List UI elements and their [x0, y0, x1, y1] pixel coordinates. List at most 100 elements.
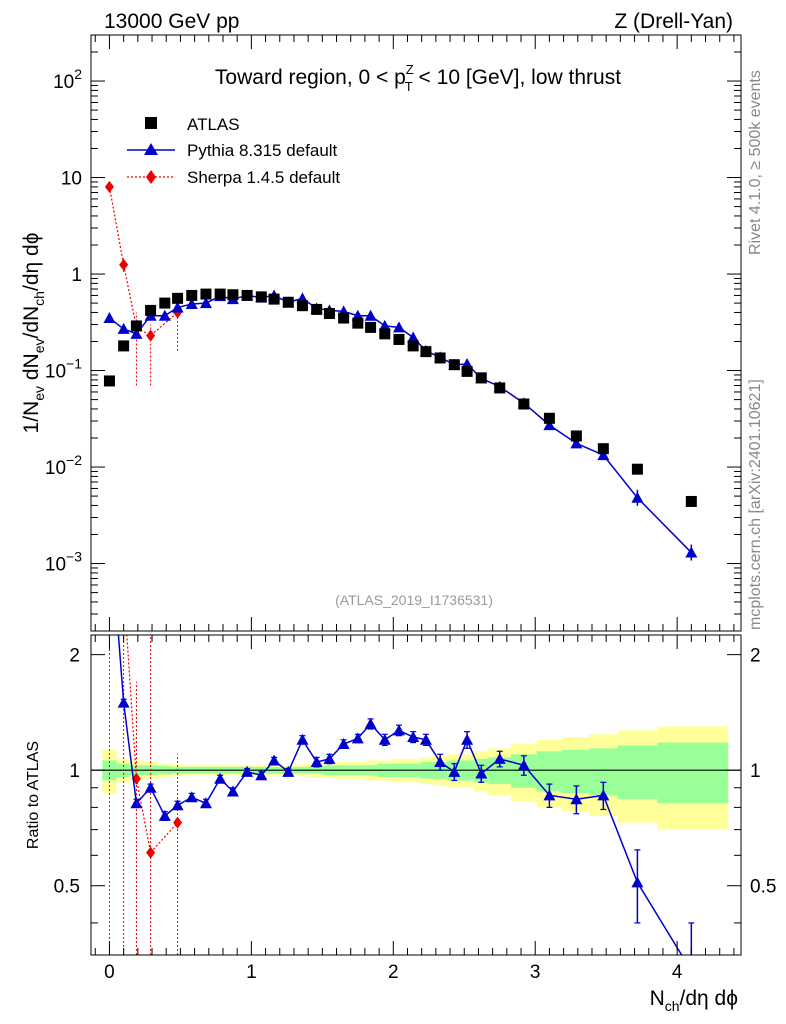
- main-panel: 10−3 10−2 10−1 1 10 102: [45, 34, 742, 632]
- legend-sherpa-marker: [146, 170, 156, 184]
- pythia-point: [407, 331, 420, 343]
- atlas-point: [296, 300, 308, 312]
- y-tick-label: 10−3: [45, 549, 82, 576]
- x-tick-label: 3: [530, 962, 541, 983]
- y-tick-label: 10−1: [45, 356, 82, 383]
- atlas-point: [570, 430, 582, 442]
- legend-pythia-label: Pythia 8.315 default: [187, 141, 338, 160]
- analysis-id: (ATLAS_2019_I1736531): [335, 592, 493, 608]
- pythia-ratio-point: [310, 756, 323, 768]
- pythia-point: [199, 297, 212, 309]
- atlas-point: [597, 443, 609, 455]
- legend-atlas-label: ATLAS: [187, 115, 240, 134]
- pythia-point: [543, 419, 556, 431]
- pythia-point: [570, 437, 583, 449]
- atlas-point: [268, 293, 280, 305]
- main-title: Toward region, 0 < pZ T < 10 [GeV], low t…: [215, 62, 621, 94]
- atlas-point: [518, 398, 530, 410]
- pythia-ratio-point: [378, 733, 391, 745]
- atlas-point: [118, 340, 130, 352]
- pythia-point: [171, 301, 184, 313]
- pythia-ratio-point: [517, 759, 530, 771]
- pythia-point: [378, 319, 391, 331]
- pythia-ratio-point: [419, 733, 432, 745]
- pythia-ratio-point: [570, 793, 583, 805]
- ratio-y-label: Ratio to ATLAS: [25, 741, 42, 849]
- sherpa-ratio-point: [146, 846, 156, 859]
- pythia-ratio-point: [199, 797, 212, 809]
- pythia-ratio-point: [631, 876, 644, 888]
- y-tick-label: 10: [61, 169, 82, 190]
- atlas-point: [407, 340, 419, 352]
- ratio-y-tick-label-right: 2: [750, 646, 761, 667]
- sherpa-ratio-point: [173, 816, 183, 829]
- pythia-ratio-point: [493, 752, 506, 764]
- process-label: Z (Drell-Yan): [614, 10, 733, 33]
- legend-pythia-marker: [144, 143, 158, 155]
- y-tick-label: 1: [71, 265, 82, 286]
- atlas-point: [393, 333, 405, 345]
- ratio-y-tick-label-right: 1: [750, 761, 761, 782]
- pythia-ratio-point: [268, 754, 281, 766]
- ratio-y-tick-label: 2: [69, 646, 80, 667]
- atlas-point: [338, 312, 350, 324]
- ratio-y-tick-label: 0.5: [54, 877, 80, 898]
- pythia-point: [185, 297, 198, 309]
- atlas-point: [494, 382, 506, 394]
- main-frame: [90, 34, 742, 632]
- atlas-point: [365, 321, 377, 333]
- pythia-point: [597, 449, 610, 461]
- atlas-point: [311, 303, 323, 315]
- ratio-y-tick-label-right: 0.5: [750, 877, 776, 898]
- x-tick-label: 4: [672, 962, 683, 983]
- pythia-ratio-point: [130, 797, 143, 809]
- legend-sherpa-label: Sherpa 1.4.5 default: [187, 168, 340, 187]
- rivet-label: Rivet 4.1.0, ≥ 500k events: [747, 70, 764, 255]
- pythia-ratio-point: [364, 717, 377, 729]
- legend-atlas-marker: [145, 117, 157, 129]
- atlas-point: [543, 412, 555, 424]
- atlas-point: [130, 320, 142, 332]
- pythia-ratio-point: [185, 791, 198, 803]
- y-tick-label: 102: [53, 66, 82, 93]
- atlas-point: [461, 365, 473, 377]
- pythia-ratio-point: [323, 752, 336, 764]
- uncertainty-band-inner: [657, 742, 729, 804]
- pythia-ratio-point: [282, 765, 295, 777]
- x-tick-label: 2: [388, 962, 399, 983]
- ratio-panel: 0 1 2 3 4 0.5 0.5 1 1 2 2: [54, 634, 776, 983]
- pythia-ratio-point: [144, 781, 157, 793]
- pythia-point: [364, 309, 377, 321]
- atlas-point: [255, 291, 267, 303]
- pythia-ratio-point: [448, 765, 461, 777]
- pythia-ratio-point: [296, 733, 309, 745]
- pythia-point: [103, 312, 116, 324]
- pythia-ratio-point: [241, 765, 254, 777]
- legend: ATLAS Pythia 8.315 default Sherpa 1.4.5 …: [127, 115, 340, 187]
- atlas-point: [103, 375, 115, 387]
- atlas-point: [214, 288, 226, 300]
- energy-label: 13000 GeV pp: [104, 10, 239, 33]
- pythia-ratio-point: [407, 731, 420, 743]
- x-tick-label: 1: [246, 962, 257, 983]
- atlas-point: [186, 289, 198, 301]
- x-tick-label: 0: [104, 962, 115, 983]
- pythia-ratio-point: [434, 756, 447, 768]
- atlas-point: [475, 372, 487, 384]
- pythia-point: [158, 309, 171, 321]
- pythia-ratio-point: [117, 696, 130, 708]
- pythia-point: [392, 321, 405, 333]
- atlas-point: [631, 463, 643, 475]
- atlas-point: [420, 346, 432, 358]
- pythia-ratio-point: [543, 789, 556, 801]
- ratio-frame: [90, 634, 742, 956]
- pythia-ratio-point: [226, 785, 239, 797]
- pythia-ratio-point: [255, 769, 268, 781]
- pythia-ratio-point: [171, 799, 184, 811]
- atlas-point: [434, 352, 446, 364]
- pythia-ratio-point: [475, 767, 488, 779]
- sherpa-point: [104, 180, 114, 193]
- pythia-ratio-point: [461, 733, 474, 745]
- pythia-ratio-point: [337, 738, 350, 750]
